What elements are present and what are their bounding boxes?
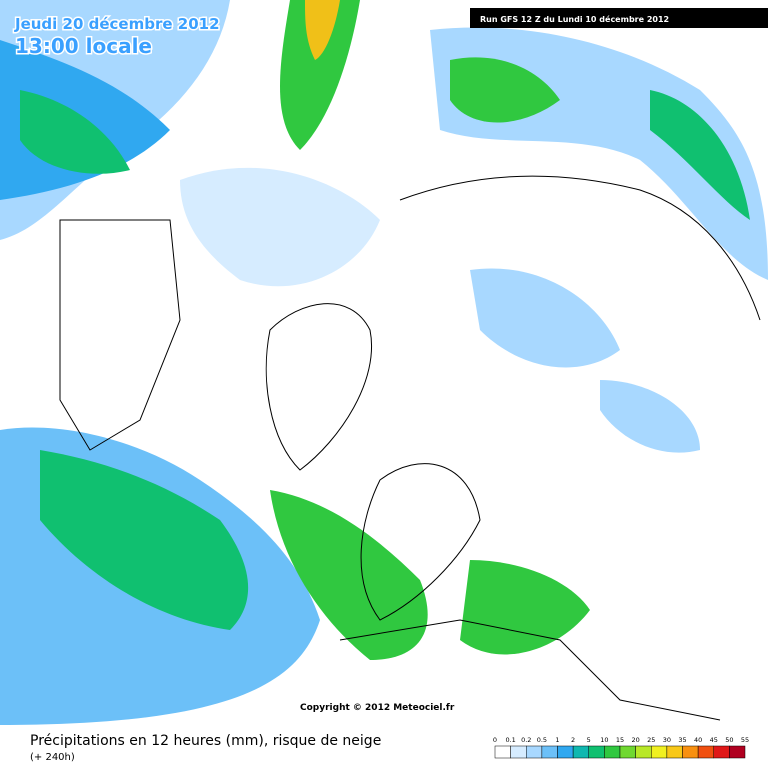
precip-area	[280, 0, 360, 150]
precip-area	[600, 380, 700, 453]
precip-area	[20, 90, 130, 174]
coastline	[399, 175, 761, 321]
legend-cell	[635, 745, 652, 759]
legend-cell	[494, 745, 511, 759]
legend-cell	[604, 745, 621, 759]
time-label: 13:00 locale	[15, 34, 152, 58]
legend-label: 55	[741, 736, 749, 744]
precip-area	[450, 57, 560, 123]
coastline	[339, 619, 721, 721]
precip-area	[650, 90, 750, 220]
coastlines	[59, 175, 761, 721]
legend-label: 45	[710, 736, 718, 744]
date-label: Jeudi 20 décembre 2012	[14, 15, 220, 33]
legend-cell	[697, 745, 714, 759]
legend-cell	[557, 745, 574, 759]
legend-label: 50	[725, 736, 733, 744]
precip-area	[460, 560, 590, 655]
legend-label: 0.1	[505, 736, 515, 744]
legend-label: 5	[587, 736, 591, 744]
legend-label: 40	[694, 736, 702, 744]
precip-area	[305, 0, 340, 60]
legend-label: 10	[600, 736, 608, 744]
coastline	[360, 463, 481, 621]
legend-cell	[526, 745, 543, 759]
legend-cell	[572, 745, 589, 759]
legend-label: 35	[678, 736, 686, 744]
legend-label: 15	[616, 736, 624, 744]
precip-area	[270, 490, 428, 660]
legend-label: 0	[493, 736, 497, 744]
legend-cell	[619, 745, 636, 759]
legend-cell	[541, 745, 558, 759]
legend-subtitle: (+ 240h)	[30, 752, 75, 763]
legend-label: 20	[631, 736, 639, 744]
legend-cell	[713, 745, 730, 759]
legend-label: 0.5	[537, 736, 547, 744]
legend-label: 0.2	[521, 736, 531, 744]
precip-area	[40, 450, 249, 630]
legend-label: 1	[555, 736, 559, 744]
legend-cell	[729, 745, 746, 759]
legend-cell	[510, 745, 527, 759]
legend-label: 25	[647, 736, 655, 744]
legend-cell	[651, 745, 668, 759]
legend-title: Précipitations en 12 heures (mm), risque…	[30, 733, 381, 749]
coastline	[59, 219, 181, 451]
map: Run GFS 12 Z du Lundi 10 décembre 2012 J…	[0, 0, 768, 725]
run-box	[470, 8, 768, 28]
precip-area	[180, 167, 380, 287]
coastline	[265, 303, 372, 471]
precip-area	[470, 268, 620, 368]
legend-cell	[588, 745, 605, 759]
copyright: Copyright © 2012 Meteociel.fr	[300, 703, 455, 713]
legend-cell	[682, 745, 699, 759]
legend-label: 30	[663, 736, 671, 744]
legend-cell	[666, 745, 683, 759]
run-label: Run GFS 12 Z du Lundi 10 décembre 2012	[480, 14, 669, 24]
legend-label: 2	[571, 736, 575, 744]
